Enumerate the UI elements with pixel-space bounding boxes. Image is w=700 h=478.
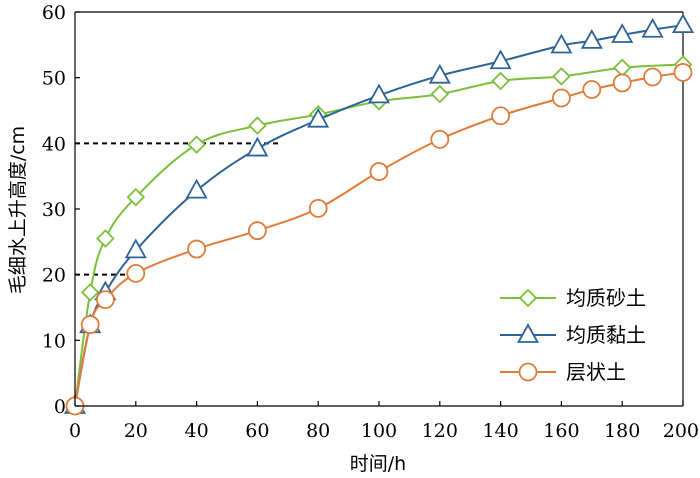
circle-marker-2-8 xyxy=(430,129,450,149)
diamond-marker-0-11 xyxy=(612,58,632,78)
circle-marker-2-3 xyxy=(126,263,146,283)
series-1 xyxy=(63,13,695,414)
x-tick-label-10: 200 xyxy=(663,420,699,442)
x-axis-title: 时间/h xyxy=(350,453,406,475)
triangle-marker-1-10 xyxy=(550,33,573,54)
diamond-marker-0-3 xyxy=(126,187,146,207)
y-axis-title: 毛细水上升高度/cm xyxy=(7,126,29,294)
x-tick-label-6: 120 xyxy=(422,420,458,442)
diamond-marker-0-1 xyxy=(80,283,100,302)
circle-marker-2-12 xyxy=(612,73,632,93)
circle-marker-2-10 xyxy=(552,88,571,108)
series-line-0 xyxy=(74,63,684,407)
legend-label-0: 均质砂土 xyxy=(566,286,646,310)
x-tick-label-0: 0 xyxy=(69,420,81,442)
circle-marker-2-13 xyxy=(643,67,662,87)
circle-marker-2-7 xyxy=(369,162,389,181)
circle-marker-2-9 xyxy=(491,106,511,126)
diamond-marker-0-4 xyxy=(187,135,206,154)
circle-marker-2-11 xyxy=(582,80,602,99)
series-2 xyxy=(65,63,693,416)
triangle-marker-1-5 xyxy=(246,136,269,157)
y-tick-label-4: 40 xyxy=(42,133,66,155)
x-tick-label-5: 100 xyxy=(361,420,397,442)
triangle-marker-1-7 xyxy=(367,83,391,104)
diamond-marker-0-5 xyxy=(248,116,267,135)
circle-marker-2-14 xyxy=(673,63,693,82)
x-tick-label-7: 140 xyxy=(482,420,518,442)
series-line-2 xyxy=(74,71,684,407)
diamond-marker-0-10 xyxy=(552,67,571,86)
circle-marker-2-4 xyxy=(187,239,207,259)
legend-triangle-marker-1 xyxy=(516,323,540,343)
y-tick-label-2: 20 xyxy=(42,265,66,287)
circle-marker-2-1 xyxy=(80,315,100,334)
y-tick-label-1: 10 xyxy=(42,330,66,352)
triangle-marker-1-3 xyxy=(124,238,147,259)
diamond-marker-0-8 xyxy=(430,84,450,104)
triangle-marker-1-4 xyxy=(185,178,208,199)
circle-marker-2-6 xyxy=(308,198,328,218)
x-tick-label-9: 180 xyxy=(604,420,640,442)
x-tick-label-2: 40 xyxy=(185,420,209,442)
triangle-marker-1-12 xyxy=(611,23,634,43)
axes: 0 20 40 60 80 100 120 140 160 180 200 0 10 20 30 40 50 60 xyxy=(42,2,699,442)
series-line-1 xyxy=(74,24,684,407)
diamond-marker-0-9 xyxy=(491,71,510,91)
y-tick-label-5: 50 xyxy=(42,68,66,90)
triangle-marker-1-13 xyxy=(641,17,664,38)
legend-circle-marker-2 xyxy=(518,362,538,382)
circle-marker-2-2 xyxy=(96,290,115,310)
x-tick-label-1: 20 xyxy=(124,420,148,442)
legend-diamond-marker-0 xyxy=(518,288,538,308)
y-tick-label-0: 0 xyxy=(54,396,66,418)
triangle-marker-1-9 xyxy=(489,49,512,70)
triangle-marker-1-8 xyxy=(428,63,451,84)
series-layer xyxy=(63,13,695,416)
triangle-marker-1-6 xyxy=(307,107,330,128)
y-tick-label-6: 60 xyxy=(42,2,66,24)
legend-label-2: 层状土 xyxy=(566,360,626,384)
legend-label-1: 均质黏土 xyxy=(566,323,646,347)
circle-marker-2-5 xyxy=(247,221,267,241)
x-tick-label-4: 80 xyxy=(306,420,330,442)
triangle-marker-1-14 xyxy=(671,13,695,34)
x-tick-label-3: 60 xyxy=(245,420,269,442)
triangle-marker-1-11 xyxy=(580,29,603,49)
y-tick-label-3: 30 xyxy=(42,199,66,221)
diamond-marker-0-2 xyxy=(96,229,115,248)
reference-lines xyxy=(75,142,282,276)
x-tick-label-8: 160 xyxy=(543,420,579,442)
